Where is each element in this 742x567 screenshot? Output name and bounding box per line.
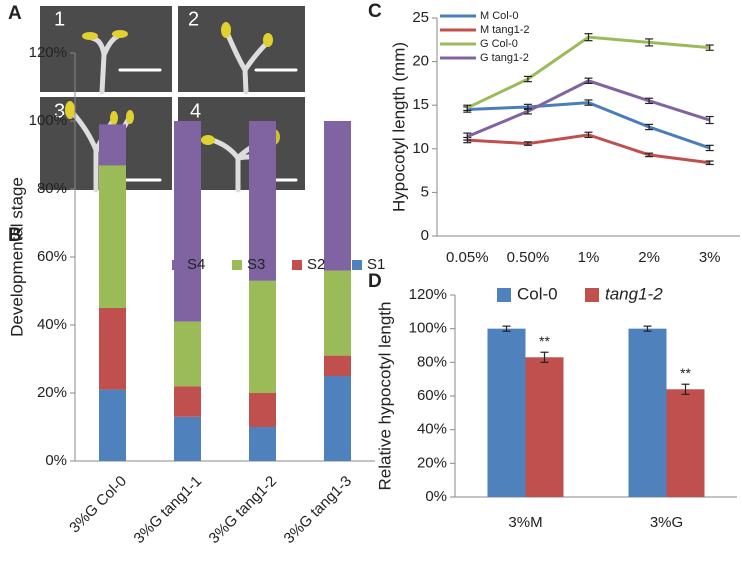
x-tick-label: 3%G tang1-1: [131, 473, 206, 548]
legend-label: tang1-2: [605, 284, 663, 303]
line: [467, 133, 710, 165]
x-tick-label: 3%G Col-0: [66, 473, 130, 537]
y-axis-label: Relative hypocotyl length: [375, 301, 394, 490]
x-tick-label: 3%M: [508, 514, 542, 531]
x-tick-label: 0.05%: [446, 249, 489, 266]
seedling: [225, 32, 269, 95]
cotyledon: [126, 110, 134, 124]
legend-swatch: [232, 260, 242, 270]
y-tick-label: 20%: [417, 454, 447, 471]
legend-label: Col-0: [517, 284, 558, 303]
y-tick-label: 0: [421, 227, 429, 244]
bar-segment: [174, 121, 201, 322]
legend-label: M Col-0: [480, 10, 519, 22]
bar-segment: [249, 427, 276, 461]
panel-label: D: [368, 271, 382, 292]
legend-label: S3: [247, 256, 265, 273]
bar-segment: [99, 165, 126, 308]
y-tick-label: 40%: [37, 316, 67, 333]
cotyledon: [82, 32, 98, 40]
y-tick-label: 60%: [37, 248, 67, 265]
significance-label: **: [680, 365, 691, 381]
bar-segment: [324, 270, 351, 356]
legend-label: S1: [367, 256, 385, 273]
bar: [666, 389, 705, 497]
cotyledon: [112, 30, 128, 38]
x-tick-label: 2%: [638, 249, 660, 266]
cotyledon: [201, 135, 215, 145]
photo-label: 2: [188, 8, 199, 30]
x-tick-label: 3%: [699, 249, 721, 266]
y-tick-label: 15: [412, 96, 429, 113]
x-tick-label: 3%G tang1-2: [206, 473, 281, 548]
cotyledon: [221, 22, 231, 38]
bar-segment: [249, 393, 276, 427]
bar-segment: [174, 321, 201, 387]
y-tick-label: 25: [412, 9, 429, 26]
bar-segment: [249, 280, 276, 393]
legend-swatch: [292, 260, 302, 270]
panel-label: B: [8, 225, 22, 246]
photo: [178, 6, 305, 92]
bar: [628, 328, 667, 497]
x-tick-label: 3%G: [650, 514, 683, 531]
bar-segment: [324, 121, 351, 271]
y-tick-label: 80%: [417, 353, 447, 370]
legend-label: S2: [307, 256, 325, 273]
y-axis-label: Hypocotyl length (mm): [389, 42, 408, 212]
y-tick-label: 60%: [417, 387, 447, 404]
legend-label: G tang1-2: [480, 52, 529, 64]
legend-swatch: [585, 288, 599, 302]
x-tick-label: 3%G tang1-3: [281, 473, 356, 548]
y-tick-label: 20: [412, 53, 429, 70]
y-tick-label: 0%: [425, 488, 447, 505]
bar: [525, 357, 564, 497]
significance-label: **: [539, 333, 550, 349]
bar-segment: [324, 355, 351, 376]
y-tick-label: 120%: [409, 286, 447, 303]
bar-segment: [99, 308, 126, 390]
y-axis-label: Developmental stage: [7, 177, 26, 337]
legend-swatch: [172, 260, 182, 270]
y-tick-label: 80%: [37, 180, 67, 197]
panel-label: A: [8, 3, 22, 24]
y-tick-label: 40%: [417, 421, 447, 438]
legend-swatch: [352, 260, 362, 270]
x-tick-label: 0.50%: [507, 249, 550, 266]
cotyledon: [65, 101, 75, 119]
y-tick-label: 100%: [409, 320, 447, 337]
legend-label: G Col-0: [480, 38, 518, 50]
y-tick-label: 0%: [45, 452, 67, 469]
y-tick-label: 20%: [37, 384, 67, 401]
legend-swatch: [497, 288, 511, 302]
legend-label: S4: [187, 256, 205, 273]
bar-segment: [174, 386, 201, 417]
legend-label: M tang1-2: [480, 24, 530, 36]
bar-segment: [174, 416, 201, 461]
cotyledon: [263, 33, 273, 47]
photo-label: 4: [190, 100, 201, 122]
bar: [487, 328, 526, 497]
y-tick-label: 100%: [29, 112, 67, 129]
bar-segment: [99, 389, 126, 461]
y-tick-label: 120%: [29, 44, 67, 61]
photo-label: 1: [54, 8, 65, 30]
panel-label: C: [368, 1, 382, 22]
x-tick-label: 1%: [578, 249, 600, 266]
bar-segment: [249, 121, 276, 281]
photo-label: 3: [54, 100, 65, 122]
bar-segment: [324, 376, 351, 461]
bar-segment: [99, 124, 126, 166]
y-tick-label: 5: [421, 183, 429, 200]
cotyledon: [110, 111, 118, 125]
y-tick-label: 10: [412, 140, 429, 157]
